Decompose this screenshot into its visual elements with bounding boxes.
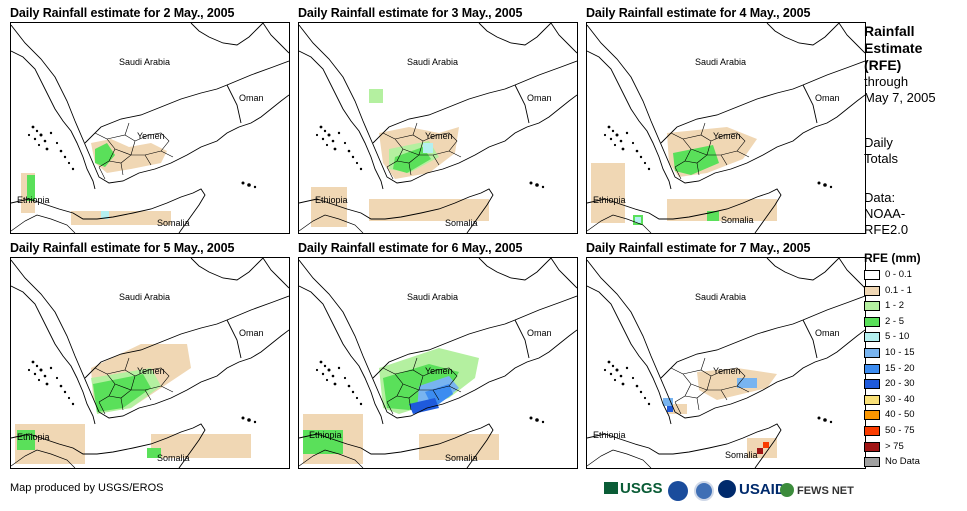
label-oman: Oman <box>239 93 264 103</box>
daily-totals: Daily Totals <box>864 135 898 167</box>
panel-title: Daily Rainfall estimate for 3 May., 2005 <box>298 6 523 20</box>
legend-swatch <box>864 441 880 452</box>
label-ethiopia: Ethiopia <box>593 195 626 205</box>
label-saudi-arabia: Saudi Arabia <box>119 57 170 67</box>
label-ethiopia: Ethiopia <box>315 195 348 205</box>
legend-title: RFE (mm) <box>864 251 921 265</box>
title-line: Rainfall <box>864 23 915 39</box>
label-somalia: Somalia <box>157 218 190 228</box>
rainfall-map: Saudi Arabia Oman Yemen Ethiopia Somalia <box>298 257 578 469</box>
panel-title: Daily Rainfall estimate for 6 May., 2005 <box>298 241 523 255</box>
map-panel-may-4: Daily Rainfall estimate for 4 May., 2005… <box>586 6 866 234</box>
legend-swatch <box>864 316 880 327</box>
legend-label: 30 - 40 <box>885 393 915 405</box>
label-yemen: Yemen <box>425 131 453 141</box>
legend-swatch <box>864 425 880 436</box>
fews-globe-icon <box>780 483 794 497</box>
legend-swatch <box>864 332 880 343</box>
title-line: Estimate <box>864 40 923 56</box>
legend-label: 0.1 - 1 <box>885 284 912 296</box>
legend-label: 0 - 0.1 <box>885 269 912 280</box>
map-title-block: Rainfall Estimate (RFE) through May 7, 2… <box>864 23 936 106</box>
noaa-icon <box>668 481 688 501</box>
label-somalia: Somalia <box>725 450 758 460</box>
map-panel-may-3: Daily Rainfall estimate for 3 May., 2005… <box>298 6 578 234</box>
legend-swatch <box>864 347 880 358</box>
label-yemen: Yemen <box>137 366 165 376</box>
legend-swatch <box>864 394 880 405</box>
legend-swatch <box>864 379 880 390</box>
legend-label: > 75 <box>885 440 904 452</box>
legend-swatch <box>864 363 880 374</box>
legend-swatch <box>864 301 880 312</box>
data-label: Data: <box>864 190 896 205</box>
data-source: Data: NOAA- RFE2.0 <box>864 190 908 238</box>
legend-swatch <box>864 285 880 296</box>
legend-label: 15 - 20 <box>885 362 915 374</box>
legend-swatch <box>864 270 880 280</box>
data-source-line: NOAA- <box>864 206 906 221</box>
label-ethiopia: Ethiopia <box>17 195 50 205</box>
label-yemen: Yemen <box>713 366 741 376</box>
legend-swatch <box>864 457 880 468</box>
label-oman: Oman <box>815 93 840 103</box>
legend-label: 5 - 10 <box>885 331 910 343</box>
label-saudi-arabia: Saudi Arabia <box>695 57 746 67</box>
label-yemen: Yemen <box>425 366 453 376</box>
panel-title: Daily Rainfall estimate for 7 May., 2005 <box>586 241 811 255</box>
panel-title: Daily Rainfall estimate for 4 May., 2005 <box>586 6 811 20</box>
map-panel-may-6: Daily Rainfall estimate for 6 May., 2005… <box>298 241 578 469</box>
label-somalia: Somalia <box>157 453 190 463</box>
legend-label: 2 - 5 <box>885 315 905 327</box>
label-ethiopia: Ethiopia <box>309 430 342 440</box>
legend-label: 40 - 50 <box>885 409 915 421</box>
rainfall-map: Saudi Arabia Oman Yemen Ethiopia Somalia <box>586 257 866 469</box>
legend-label: 1 - 2 <box>885 300 905 312</box>
label-ethiopia: Ethiopia <box>17 432 50 442</box>
label-somalia: Somalia <box>445 218 478 228</box>
through-date: May 7, 2005 <box>864 90 936 105</box>
label-oman: Oman <box>527 93 552 103</box>
label-saudi-arabia: Saudi Arabia <box>407 57 458 67</box>
label-oman: Oman <box>239 328 264 338</box>
totals-line: Totals <box>864 151 898 166</box>
label-somalia: Somalia <box>721 215 754 225</box>
label-yemen: Yemen <box>713 131 741 141</box>
label-saudi-arabia: Saudi Arabia <box>695 292 746 302</box>
map-panel-may-7: Daily Rainfall estimate for 7 May., 2005… <box>586 241 866 469</box>
data-source-line: RFE2.0 <box>864 222 909 237</box>
title-line: (RFE) <box>864 57 902 73</box>
through-line: through <box>864 74 909 89</box>
label-saudi-arabia: Saudi Arabia <box>119 292 170 302</box>
label-oman: Oman <box>815 328 840 338</box>
fews-net-logo: FEWS NET <box>780 483 854 497</box>
daily-line: Daily <box>864 135 893 150</box>
label-saudi-arabia: Saudi Arabia <box>407 292 458 302</box>
rainfall-map: Saudi Arabia Oman Yemen Ethiopia Somalia <box>10 257 290 469</box>
map-panel-may-5: Daily Rainfall estimate for 5 May., 2005… <box>10 241 290 469</box>
usgs-logo: USGS <box>604 480 663 497</box>
panel-title: Daily Rainfall estimate for 5 May., 2005 <box>10 241 235 255</box>
usgs-wave-icon <box>604 482 618 494</box>
rainfall-map: Saudi Arabia Oman Yemen Ethiopia Somalia <box>586 22 866 234</box>
legend-swatch <box>864 410 880 421</box>
legend-label: 10 - 15 <box>885 346 915 358</box>
usaid-seal-icon <box>718 480 736 498</box>
panel-title: Daily Rainfall estimate for 2 May., 2005 <box>10 6 235 20</box>
label-somalia: Somalia <box>445 453 478 463</box>
label-yemen: Yemen <box>137 131 165 141</box>
map-panel-may-2: Daily Rainfall estimate for 2 May., 2005… <box>10 6 290 234</box>
label-ethiopia: Ethiopia <box>593 430 626 440</box>
label-oman: Oman <box>527 328 552 338</box>
rainfall-map: Saudi Arabia Oman Yemen Ethiopia Somalia <box>298 22 578 234</box>
dhs-seal-icon <box>694 481 714 501</box>
usaid-logo: USAID <box>718 480 786 499</box>
legend-label: No Data <box>885 456 920 468</box>
rainfall-map: Saudi Arabia Oman Yemen Ethiopia Somalia <box>10 22 290 234</box>
legend-label: 20 - 30 <box>885 378 915 390</box>
credit-text: Map produced by USGS/EROS <box>10 482 164 494</box>
legend-label: 50 - 75 <box>885 424 915 436</box>
